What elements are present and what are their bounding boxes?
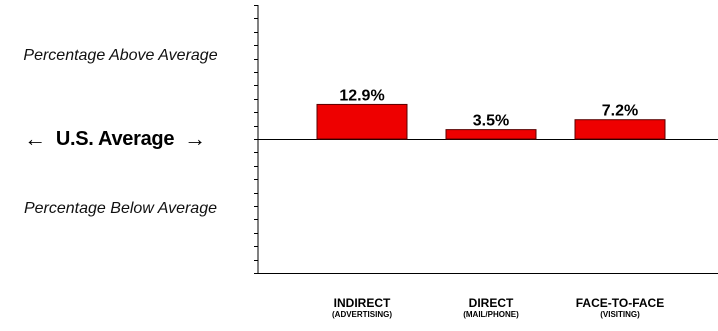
bar-direct	[445, 129, 537, 140]
category-sublabel: (MAIL/PHONE)	[463, 310, 519, 319]
percentage-below-average-label: Percentage Below Average	[23, 200, 217, 217]
bar-indirect	[316, 103, 408, 140]
category-sublabel: (ADVERTISING)	[332, 310, 392, 319]
bar-value-label: 12.9%	[339, 87, 384, 104]
bar-value-label: 3.5%	[473, 113, 509, 130]
category-label: DIRECT	[469, 296, 514, 310]
bar-face-to-face	[574, 119, 666, 140]
left-arrow-icon: ←	[24, 126, 46, 151]
category-label: INDIRECT	[334, 296, 391, 310]
right-arrow-icon: →	[184, 126, 206, 151]
chart-bars	[316, 103, 666, 140]
category-label: FACE-TO-FACE	[576, 296, 664, 310]
bar-value-label: 7.2%	[602, 103, 638, 120]
us-average-label: ← U.S. Average →	[5, 124, 225, 154]
percentage-above-average-label: Percentage Above Average	[23, 47, 218, 64]
us-average-text: U.S. Average	[55, 127, 175, 150]
category-sublabel: (VISITING)	[600, 310, 640, 319]
chart-labels: 12.9% INDIRECT(ADVERTISING) 3.5% DIRECT(MAI…	[332, 87, 664, 319]
